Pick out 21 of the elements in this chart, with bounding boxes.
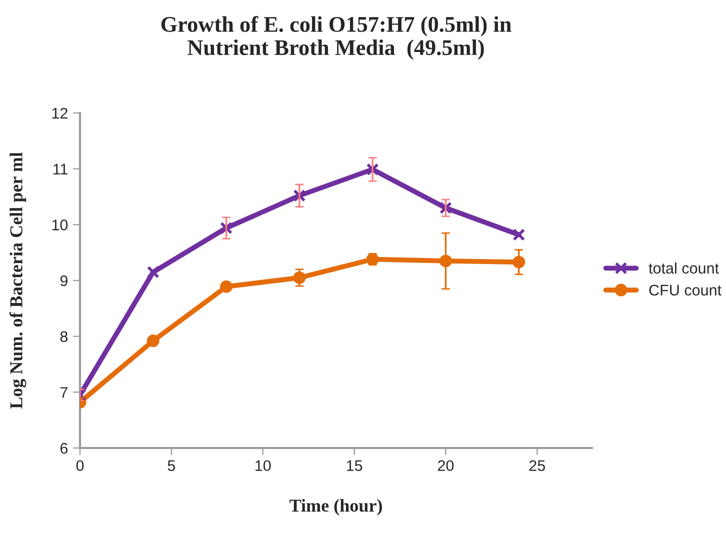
legend-label: total count (648, 262, 719, 274)
y-tick-label: 6 (60, 442, 68, 454)
x-tick-label: 20 (438, 460, 454, 472)
y-tick-label: 11 (53, 164, 68, 174)
x-tick-label: 5 (168, 460, 176, 472)
x-tick-label: 0 (76, 460, 84, 472)
point (146, 266, 160, 278)
y-tick-label: 12 (52, 108, 68, 119)
y-axis-title: Log Num. of Bacteria Cell per ml (10, 152, 26, 409)
x-tick-label: 10 (256, 460, 271, 472)
legend-label: CFU count (649, 284, 722, 296)
y-tick-label: 7 (60, 387, 68, 398)
x-axis-title: Time (hour) (290, 499, 382, 516)
y-tick-label: 10 (52, 220, 68, 230)
y-tick-label: 9 (60, 275, 68, 286)
point (220, 280, 233, 293)
y-tick-label: 8 (60, 331, 68, 342)
point (512, 228, 526, 241)
x-tick-label: 25 (529, 460, 545, 472)
chart-title: Growth of E. coli O157:H7 (0.5ml) in Nutrient Broth Media (49.5ml) (161, 16, 512, 60)
x-tick-label: 15 (346, 460, 362, 472)
